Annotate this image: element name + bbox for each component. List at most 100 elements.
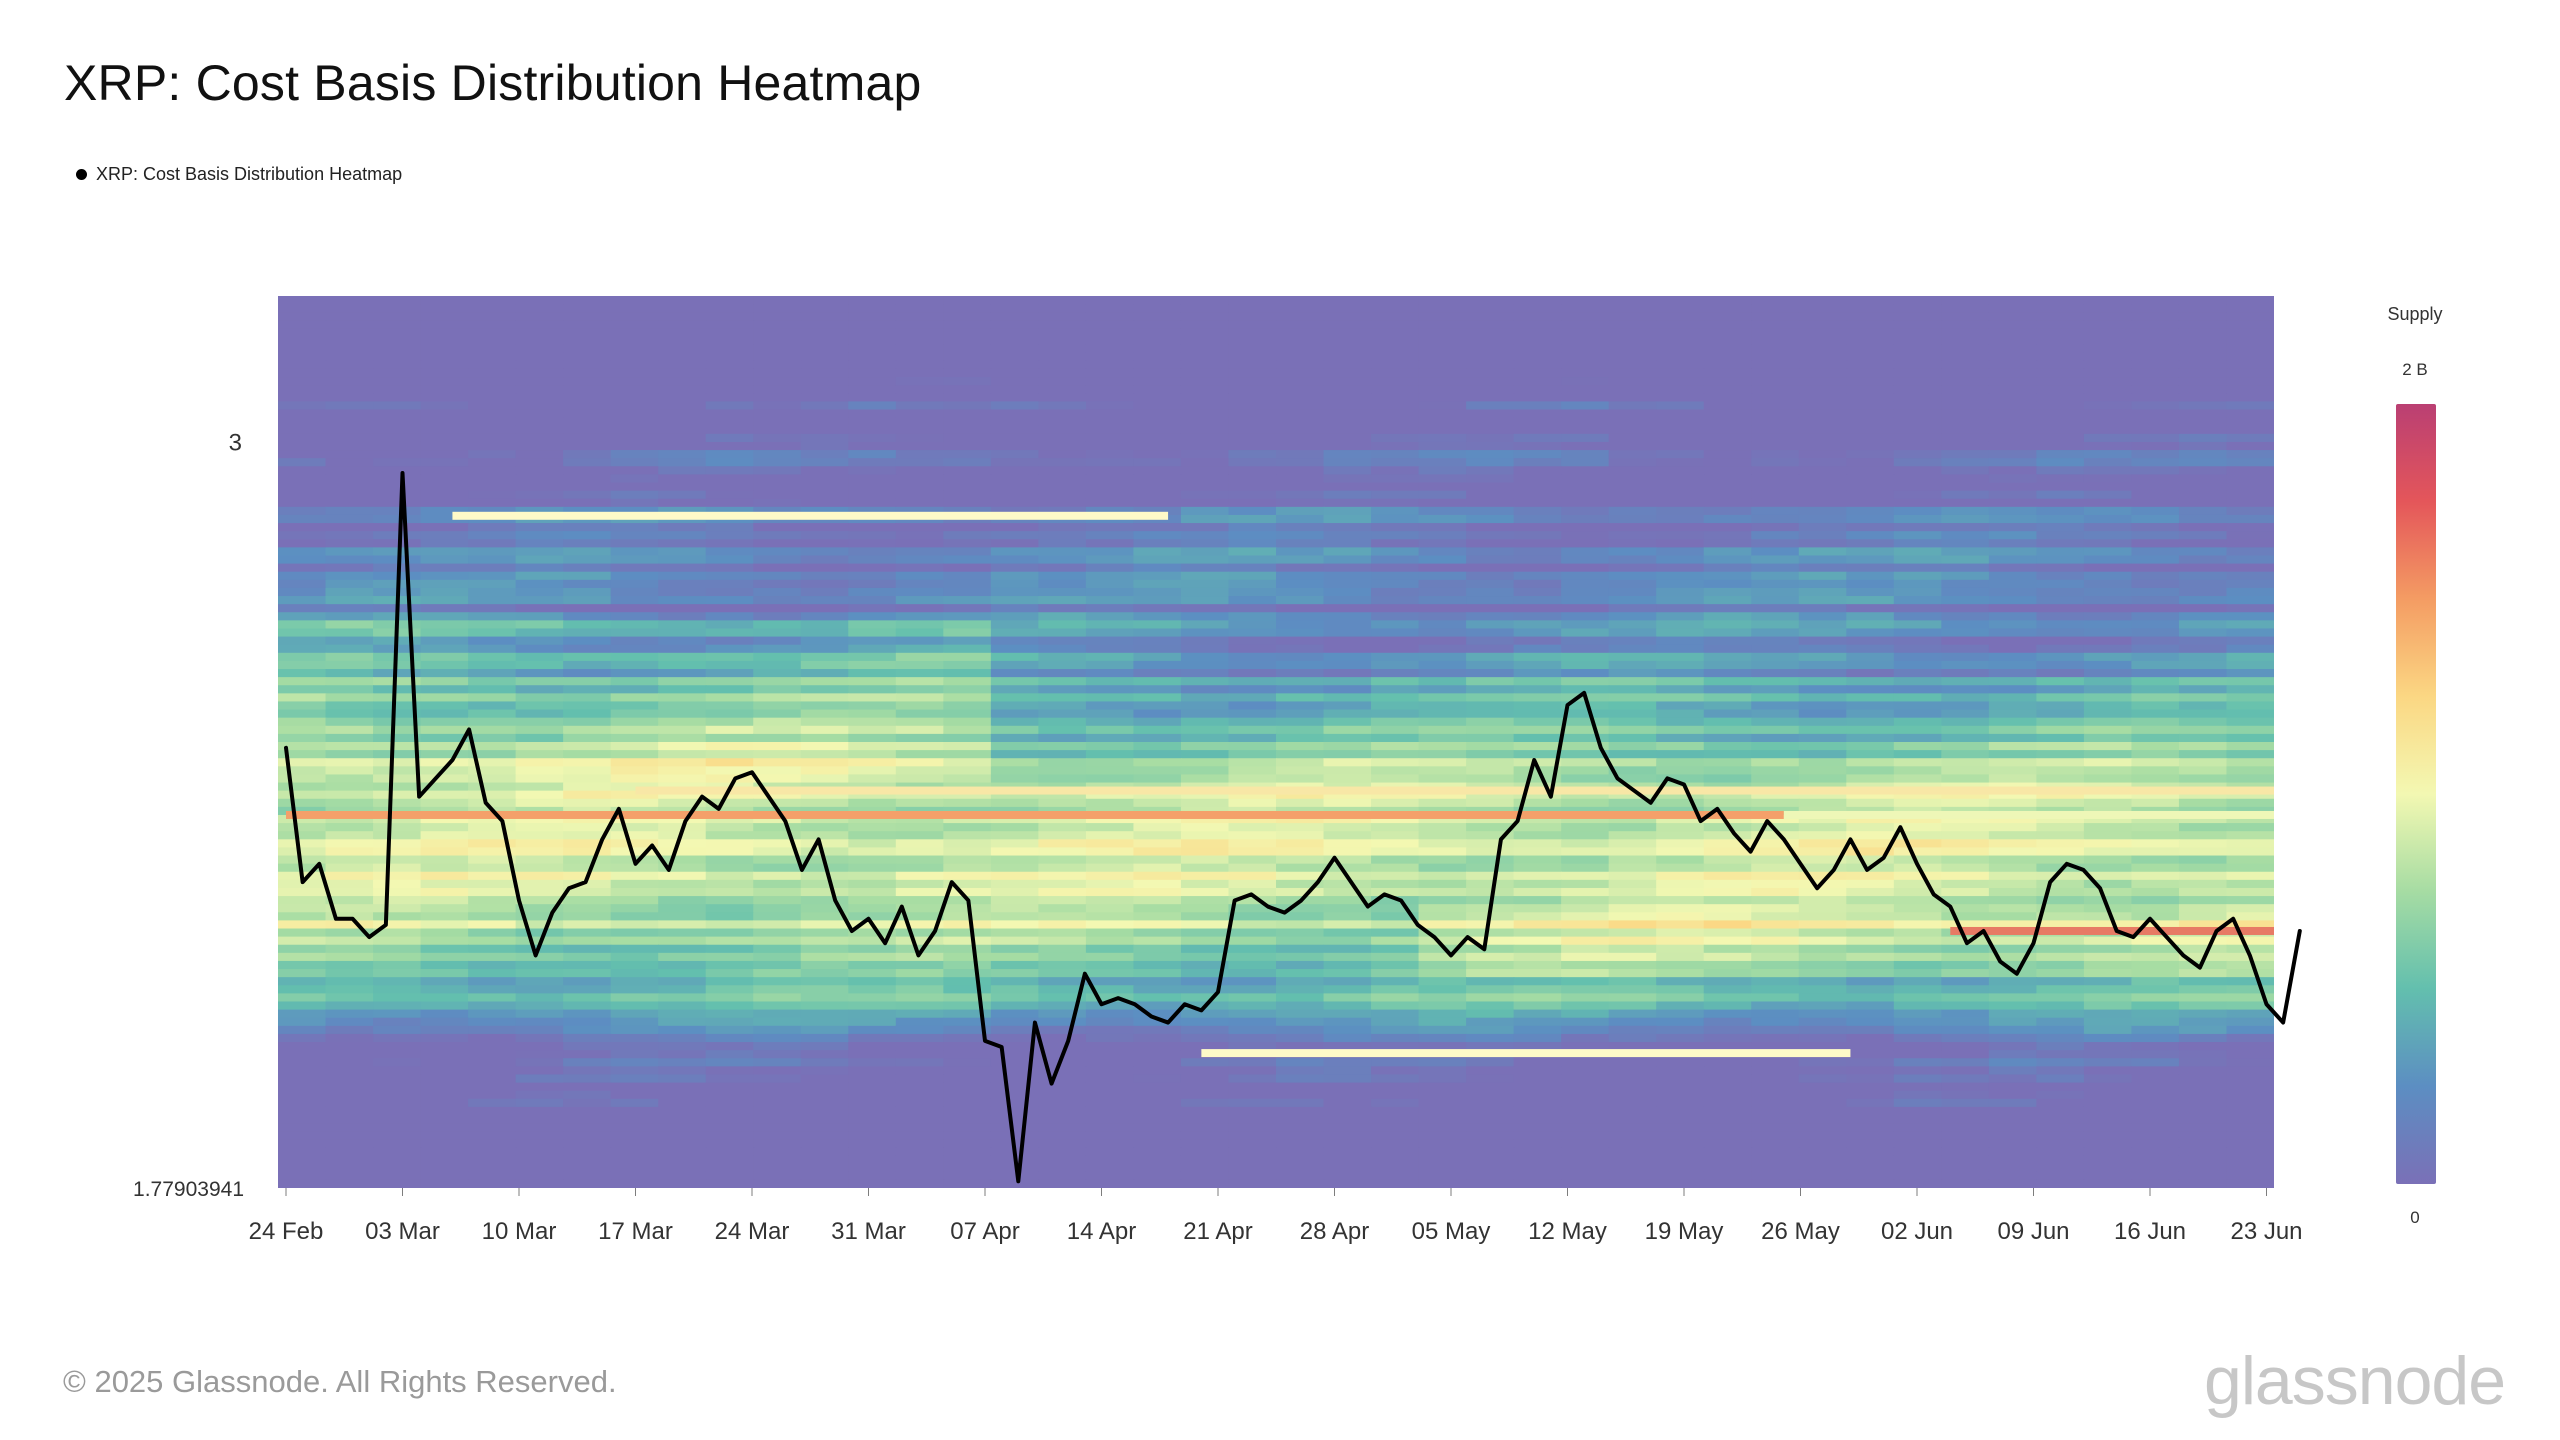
heatmap-cell	[895, 944, 945, 954]
heatmap-cell	[1608, 750, 1657, 760]
heatmap-cell	[373, 336, 422, 346]
heatmap-cell	[1893, 1050, 1943, 1060]
heatmap-cell	[420, 1155, 469, 1165]
heatmap-cell	[1608, 450, 1657, 459]
heatmap-cell	[1228, 490, 1277, 500]
heatmap-cell	[325, 725, 374, 735]
heatmap-cell	[705, 1042, 755, 1051]
heatmap-cell	[1893, 839, 1943, 849]
heatmap-cell	[1941, 790, 1990, 800]
heatmap-cell	[1038, 1033, 1087, 1043]
heatmap-cell	[1656, 296, 1705, 305]
heatmap-cell	[1180, 579, 1230, 589]
heatmap-cell	[1893, 677, 1943, 687]
heatmap-cell	[373, 1131, 422, 1141]
heatmap-cell	[990, 352, 1040, 362]
heatmap-cell	[1846, 336, 1895, 346]
heatmap-cell	[1371, 531, 1420, 541]
heatmap-cell	[1323, 360, 1372, 370]
heatmap-cell	[2226, 1179, 2274, 1188]
heatmap-cell	[1085, 685, 1135, 695]
heatmap-cell	[2131, 912, 2180, 922]
heatmap-cell	[325, 571, 374, 581]
heatmap-cell	[1703, 871, 1753, 881]
heatmap-cell	[1371, 1179, 1420, 1188]
heatmap-cell	[1085, 742, 1135, 751]
heatmap-cell	[1228, 733, 1277, 743]
heatmap-cell	[658, 1050, 707, 1060]
heatmap-cell	[278, 652, 327, 662]
heatmap-cell	[610, 1009, 659, 1019]
heatmap-cell	[658, 685, 707, 695]
heatmap-cell	[2131, 1074, 2180, 1084]
heatmap-cell	[895, 1025, 945, 1035]
heatmap-cell	[1608, 1147, 1657, 1157]
heatmap-cell	[1276, 798, 1325, 808]
heatmap-cell	[2178, 531, 2228, 541]
heatmap-cell	[1513, 904, 1562, 914]
heatmap-cell	[1846, 1163, 1895, 1173]
heatmap-cell	[895, 823, 945, 832]
x-tick-label: 03 Mar	[365, 1218, 440, 1245]
heatmap-cell	[1513, 717, 1562, 727]
heatmap-cell	[420, 1179, 469, 1188]
heatmap-cell	[1038, 831, 1087, 841]
heatmap-cell	[1893, 774, 1943, 784]
heatmap-cell	[515, 750, 564, 760]
heatmap-cell	[800, 352, 850, 362]
heatmap-cell	[705, 628, 755, 638]
heatmap-cell	[1656, 725, 1705, 735]
heatmap-cell	[325, 814, 374, 824]
chart-legend[interactable]: XRP: Cost Basis Distribution Heatmap	[76, 164, 402, 185]
heatmap-cell	[1180, 896, 1230, 905]
heatmap-cell	[658, 839, 707, 849]
heatmap-cell	[2226, 936, 2274, 946]
heatmap-cell	[990, 685, 1040, 695]
heatmap-cell	[1133, 466, 1182, 476]
heatmap-cell	[2036, 1147, 2085, 1157]
heatmap-cell	[278, 555, 327, 565]
heatmap-cell	[1988, 879, 2038, 889]
heatmap-cell	[2083, 1066, 2133, 1076]
heatmap-cell	[2036, 660, 2085, 670]
heatmap-cell	[610, 1074, 659, 1084]
heatmap-cell	[943, 766, 992, 776]
heatmap-cell	[895, 1042, 945, 1051]
price-series-line[interactable]	[284, 471, 2302, 1184]
heatmap-cell	[1656, 742, 1705, 751]
heatmap-cell	[1513, 693, 1562, 703]
heatmap-cell	[1751, 920, 1800, 930]
heatmap-cell	[1418, 360, 1467, 370]
heatmap-cell	[895, 1017, 945, 1027]
heatmap-cell	[468, 474, 517, 484]
heatmap-cell	[420, 993, 469, 1003]
heatmap-cell	[1846, 579, 1895, 589]
heatmap-cell	[1656, 1090, 1705, 1100]
heatmap-cell	[1276, 969, 1325, 978]
heatmap-cell	[1703, 685, 1753, 695]
heatmap-cell	[943, 1179, 992, 1188]
heatmap-cell	[2226, 944, 2274, 954]
heatmap-cell	[1988, 863, 2038, 873]
heatmap-cell	[1656, 717, 1705, 727]
heatmap-cell	[658, 709, 707, 719]
heatmap-cell	[1893, 725, 1943, 735]
heatmap-cell	[373, 847, 422, 857]
heatmap-cell	[1893, 401, 1943, 411]
heatmap-cell	[2178, 304, 2228, 314]
heatmap-cell	[753, 385, 802, 395]
heatmap-cell	[1608, 1082, 1657, 1092]
heatmap-cell	[1751, 831, 1800, 841]
heatmap-cell	[325, 969, 374, 978]
heatmap-cell	[1228, 952, 1277, 962]
heatmap-cell	[515, 555, 564, 565]
heatmap-cell	[1751, 531, 1800, 541]
heatmap-cell	[1228, 474, 1277, 484]
heatmap-cell	[2131, 336, 2180, 346]
heatmap-cell	[658, 701, 707, 711]
heatmap-cell	[1893, 1090, 1943, 1100]
heatmap-cell	[2131, 936, 2180, 946]
heatmap-cell	[1561, 1017, 1610, 1027]
heatmap-cell	[1988, 936, 2038, 946]
heatmap-cell	[1228, 523, 1277, 532]
